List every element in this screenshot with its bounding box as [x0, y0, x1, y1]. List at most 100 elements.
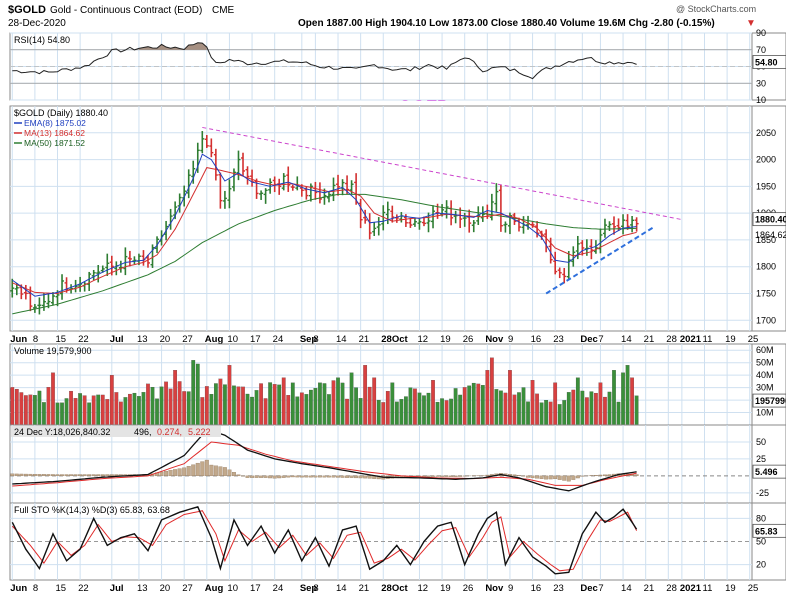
volume-bar: [119, 402, 123, 425]
x-tick-label: 16: [531, 583, 542, 594]
macd-histogram-bar: [20, 474, 24, 476]
x-tick-label: Nov: [485, 583, 504, 594]
macd-histogram-bar: [237, 475, 241, 476]
volume-bar: [277, 385, 281, 425]
x-tick-label: 22: [78, 334, 89, 345]
macd-histogram-bar: [513, 475, 517, 476]
x-tick-label: Jul: [110, 583, 124, 594]
date-label: 28-Dec-2020: [8, 18, 66, 29]
x-tick-label: 28: [666, 334, 677, 345]
macd-histogram-bar: [318, 476, 322, 477]
volume-last-label: 19579900: [755, 396, 786, 406]
volume-bar: [164, 382, 168, 425]
x-tick-label: 20: [160, 583, 171, 594]
x-tick-label: 26: [463, 583, 474, 594]
price-title: $GOLD (Daily) 1880.40: [14, 108, 108, 118]
volume-bar: [124, 397, 128, 425]
exchange-label: CME: [212, 5, 235, 16]
macd-histogram-bar: [250, 476, 254, 478]
y-tick-label: 60M: [756, 345, 774, 355]
macd-histogram-bar: [454, 476, 458, 477]
x-tick-label: 12: [417, 334, 428, 345]
volume-bar: [305, 394, 309, 425]
volume-bar: [42, 402, 46, 425]
sto-title: Full STO %K(14,3) %D(3) 65.83, 63.68: [14, 505, 170, 515]
macd-histogram-bar: [60, 475, 64, 476]
x-tick-label: 22: [78, 583, 89, 594]
macd-histogram-bar: [517, 475, 521, 476]
volume-bar: [381, 402, 385, 425]
macd-histogram-bar: [87, 475, 91, 476]
volume-bar: [24, 395, 28, 425]
volume-bar: [101, 395, 105, 425]
volume-bar: [106, 399, 110, 425]
volume-bar: [223, 385, 227, 425]
volume-bar: [499, 391, 503, 425]
macd-histogram-bar: [309, 476, 313, 477]
volume-bar: [594, 393, 598, 425]
volume-bar: [517, 392, 521, 425]
volume-bar: [56, 403, 60, 425]
x-tick-label: 7: [598, 583, 603, 594]
x-tick-label: 13: [137, 334, 148, 345]
volume-bar: [363, 365, 367, 425]
volume-bar: [630, 378, 634, 425]
volume-bar: [477, 384, 481, 425]
macd-histogram-bar: [282, 476, 286, 478]
x-tick-label: 21: [359, 334, 370, 345]
volume-bar: [504, 393, 508, 425]
volume-bar: [282, 378, 286, 425]
macd-histogram-bar: [78, 475, 82, 476]
x-tick-label: 25: [748, 334, 759, 345]
macd-histogram-bar: [486, 475, 490, 476]
macd-histogram-bar: [558, 476, 562, 480]
legend-entry: MA(50) 1871.52: [24, 138, 85, 148]
volume-bar: [196, 364, 200, 425]
volume-bar: [535, 394, 539, 425]
x-tick-label: 11: [702, 334, 712, 345]
volume-bar: [219, 379, 223, 425]
volume-bar: [20, 392, 24, 425]
volume-bar: [228, 365, 232, 425]
volume-bar: [160, 387, 164, 425]
volume-bar: [327, 394, 331, 425]
x-tick-label: 24: [273, 583, 284, 594]
y-tick-label: 25: [756, 454, 766, 464]
x-tick-label: 11: [702, 583, 712, 594]
macd-histogram-bar: [300, 476, 304, 477]
y-tick-label: 1950: [756, 181, 776, 191]
volume-bar: [522, 388, 526, 425]
volume-bar: [74, 398, 78, 425]
y-tick-label: 1700: [756, 315, 776, 325]
macd-histogram-bar: [359, 476, 363, 478]
watermark: @ StockCharts.com: [676, 4, 756, 14]
volume-bar: [472, 383, 476, 425]
volume-bar: [169, 389, 173, 425]
rsi-title: RSI(14) 54.80: [14, 35, 70, 45]
volume-bar: [232, 386, 236, 425]
macd-histogram-bar: [105, 475, 109, 476]
quote-line: Open 1887.00 High 1904.10 Low 1873.00 Cl…: [298, 18, 715, 29]
legend-entry: MA(13) 1864.62: [24, 128, 85, 138]
instrument-name: Gold - Continuous Contract (EOD): [50, 5, 202, 16]
volume-bar: [508, 370, 512, 425]
macd-histogram-bar: [223, 467, 227, 475]
macd-histogram-bar: [295, 476, 299, 477]
macd-histogram-bar: [65, 475, 69, 476]
volume-bar: [585, 397, 589, 425]
price-last-label: 1880.40: [755, 215, 786, 225]
volume-bar: [386, 391, 390, 425]
macd-histogram-bar: [345, 476, 349, 478]
macd-histogram-bar: [635, 475, 639, 476]
volume-bar: [590, 392, 594, 425]
x-tick-label: 8: [33, 334, 38, 345]
macd-histogram-bar: [205, 460, 209, 476]
macd-histogram-bar: [10, 474, 14, 476]
volume-bar: [69, 391, 73, 425]
x-tick-label: 25: [748, 583, 759, 594]
macd-histogram-bar: [268, 476, 272, 478]
x-tick-label: 14: [336, 583, 347, 594]
macd-histogram-bar: [458, 476, 462, 477]
